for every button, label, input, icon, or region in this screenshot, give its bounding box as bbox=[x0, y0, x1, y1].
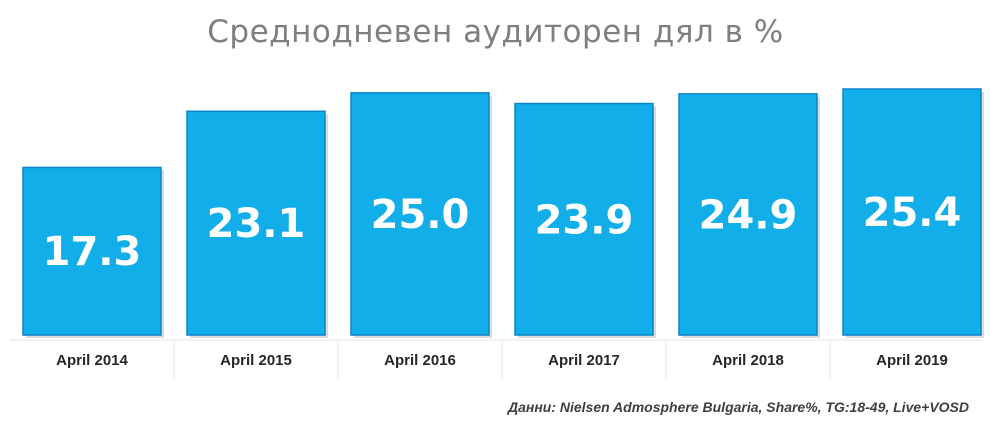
bar-value-label: 25.4 bbox=[863, 190, 962, 236]
x-tick-label: April 2016 bbox=[384, 352, 456, 369]
bar-value-label: 17.3 bbox=[43, 229, 142, 275]
x-tick-label: April 2018 bbox=[712, 352, 784, 369]
bar bbox=[514, 102, 654, 336]
bar bbox=[678, 93, 818, 336]
bar bbox=[186, 110, 326, 336]
bar-value-label: 23.9 bbox=[535, 197, 634, 243]
x-tick-label: April 2017 bbox=[548, 352, 620, 369]
bar-value-label: 24.9 bbox=[699, 192, 798, 238]
bar bbox=[842, 88, 982, 336]
x-tick-label: April 2019 bbox=[876, 352, 948, 369]
x-tick-label: April 2014 bbox=[56, 352, 128, 369]
bar-value-label: 23.1 bbox=[207, 201, 306, 247]
bar bbox=[22, 166, 162, 336]
bar bbox=[350, 92, 490, 336]
bar-value-label: 25.0 bbox=[371, 192, 470, 238]
x-tick-label: April 2015 bbox=[220, 352, 292, 369]
chart-title: Среднодневен аудиторен дял в % bbox=[207, 14, 784, 50]
source-note: Данни: Nielsen Admosphere Bulgaria, Shar… bbox=[507, 399, 969, 415]
